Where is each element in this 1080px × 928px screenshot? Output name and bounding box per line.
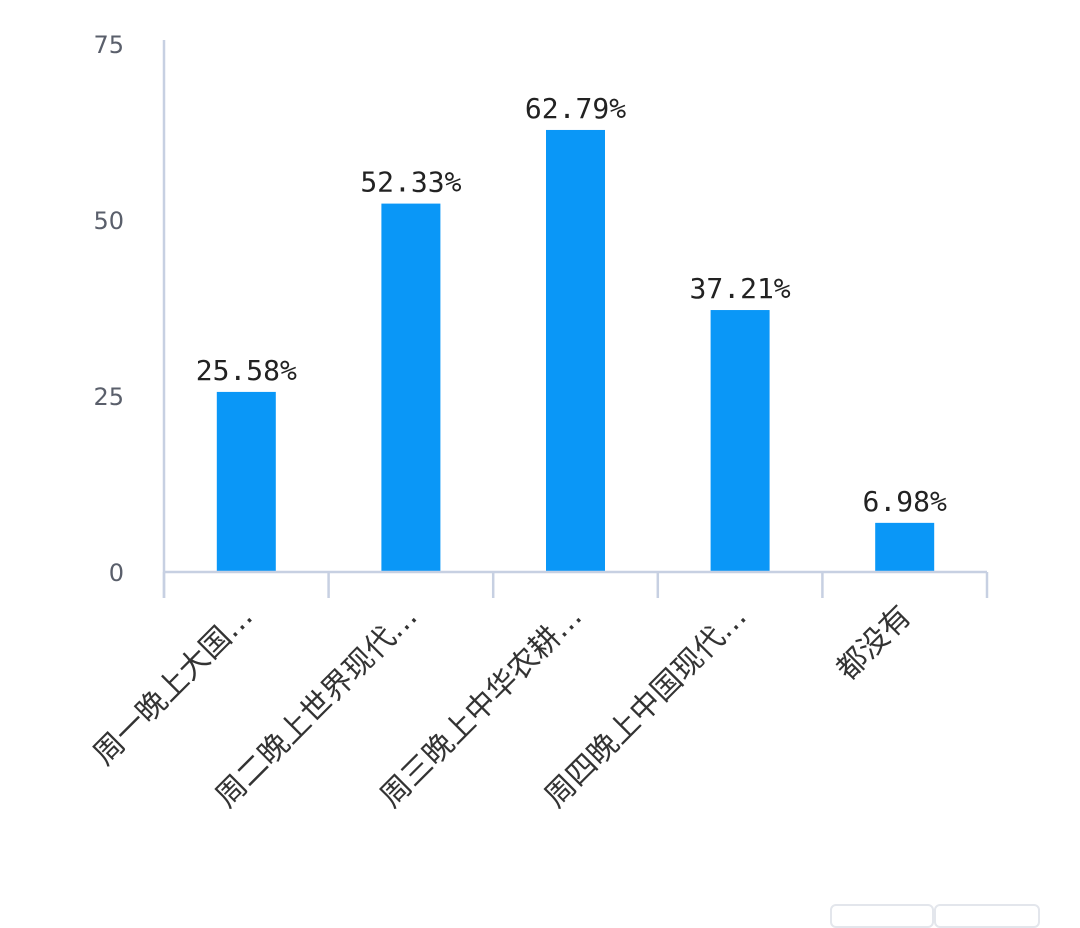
y-axis-ticks: 0 25 50 75 [93, 31, 124, 587]
bar-0 [216, 391, 276, 572]
y-tick-label-3: 75 [93, 31, 124, 59]
value-label-2: 62.79% [525, 92, 626, 125]
bar-1 [381, 203, 441, 572]
value-label-4: 6.98% [863, 485, 947, 518]
x-axis-labels: 周一晚上大国…周二晚上世界现代…周三晚上中华农耕…周四晚上中国现代… 都没有 [87, 599, 919, 815]
x-tick-label-4: 都没有 [830, 599, 918, 687]
value-label-1: 52.33% [360, 166, 461, 199]
y-tick-label-2: 50 [93, 207, 124, 235]
value-label-0: 25.58% [196, 354, 297, 387]
x-axis-tick-marks [162, 572, 989, 598]
corner-tab-left [830, 904, 934, 928]
corner-tab-right [934, 904, 1040, 928]
y-tick-label-0: 0 [109, 559, 124, 587]
y-tick-label-1: 25 [93, 383, 124, 411]
value-label-3: 37.21% [690, 272, 791, 305]
bar-2 [546, 129, 605, 572]
bar-4 [875, 522, 935, 572]
bar-3 [710, 310, 770, 572]
x-tick-label-0: 周一晚上大国… [87, 599, 260, 772]
value-labels: 25.58% 52.33% 62.79% 37.21% 6.98% [196, 92, 947, 518]
bars [216, 129, 935, 572]
